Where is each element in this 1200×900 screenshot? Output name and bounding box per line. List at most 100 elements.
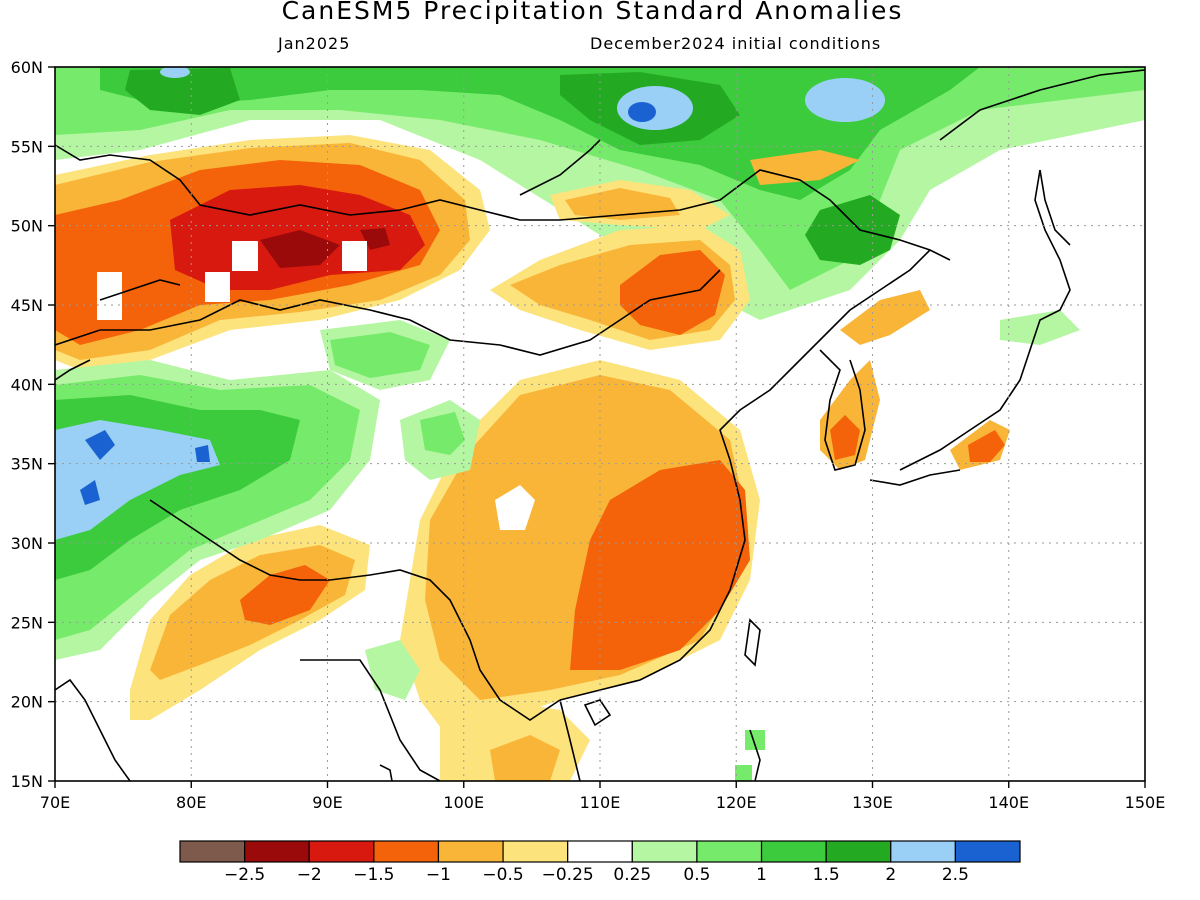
chart-title: CanESM5 Precipitation Standard Anomalies (281, 0, 904, 25)
colorbar-swatch (567, 840, 633, 863)
colorbar-swatch (631, 840, 698, 863)
wet-japan-north (1000, 310, 1080, 345)
y-tick-label: 40N (11, 375, 43, 394)
wet-central-green (330, 332, 430, 378)
colorbar-swatch (696, 840, 763, 863)
green-core-manchuria (805, 195, 900, 265)
x-tick-label: 130E (852, 793, 893, 812)
border-kazakh-china (55, 269, 721, 356)
green-core-northwest (125, 68, 240, 115)
wet-hole-sichuan (495, 485, 535, 530)
colorbar-swatch (890, 840, 956, 863)
dry-southeast-orange (490, 735, 560, 781)
coast-japan (899, 169, 1071, 471)
x-tick-label: 80E (176, 793, 206, 812)
coast-philippines (749, 729, 761, 781)
x-tick-label: 120E (716, 793, 757, 812)
coast-india-west (55, 678, 131, 781)
dry-japan-deep (968, 430, 1005, 462)
y-tick-label: 15N (11, 772, 43, 791)
y-tick-label: 50N (11, 217, 43, 236)
y-tick-label: 35N (11, 455, 43, 474)
colorbar-swatch (244, 840, 310, 863)
missing-box-3 (205, 272, 230, 302)
blue-blob-1 (617, 86, 693, 130)
x-tick-label: 140E (988, 793, 1029, 812)
colorbar-label: 1.5 (813, 865, 840, 885)
colorbar-label: −1 (426, 865, 451, 885)
colorbar-swatch (954, 840, 1021, 863)
blue-blob-2 (805, 78, 885, 122)
coastline-borders (55, 69, 1145, 781)
colorbar-swatch (373, 840, 440, 863)
colorbar-label: −1.5 (353, 865, 394, 885)
y-tick-label: 60N (11, 58, 43, 77)
colorbar-label: −0.5 (482, 865, 523, 885)
y-tick-label: 25N (11, 613, 43, 632)
colorbar-swatch (437, 840, 504, 863)
wet-taiwan (745, 730, 765, 750)
dry-korea-north (840, 290, 930, 345)
wet-tarim-green (420, 412, 465, 455)
colorbar-label: −2.5 (224, 865, 265, 885)
y-tick-label: 20N (11, 693, 43, 712)
coast-southeast-asia (559, 699, 581, 781)
colorbar-swatch (825, 840, 892, 863)
colorbar-swatch (502, 840, 569, 863)
missing-box-4 (342, 241, 367, 271)
colorbar-label: 0.25 (613, 865, 651, 885)
wet-philippines (735, 765, 752, 781)
dry-china-deep (570, 460, 750, 670)
colorbar-label: 2 (885, 865, 896, 885)
colorbar-label: −0.25 (542, 865, 594, 885)
lake-baikal (519, 139, 601, 196)
colorbar-labels: −2.5 −2 −1.5 −1 −0.5 −0.25 0.25 0.5 1 1.5 2 2.5 (224, 865, 969, 885)
coast-russia-far-east (939, 69, 1145, 141)
dry-nw-orange (750, 150, 860, 185)
x-tick-label: 150E (1125, 793, 1166, 812)
dry-korea-deep (830, 415, 860, 460)
colorbar-swatch (308, 840, 375, 863)
coast-sri-lanka (379, 764, 393, 781)
border-himalaya (149, 499, 561, 721)
blue-blob-3 (160, 67, 190, 78)
wet-west-core-3 (195, 445, 210, 462)
dry-belt-dark (260, 230, 340, 268)
wet-west-core-1 (85, 430, 115, 460)
y-tick-label: 45N (11, 296, 43, 315)
coast-japan-south (869, 469, 961, 486)
x-axis-ticks: 70E 80E 90E 100E 110E 120E 130E 140E 150E (40, 781, 1166, 812)
coast-china-east (559, 249, 931, 701)
coast-korea (819, 349, 866, 471)
colorbar-label: 2.5 (942, 865, 969, 885)
lake-balkhash (99, 279, 181, 301)
coast-west (55, 359, 91, 381)
border-china-mongolia-russia (55, 144, 951, 261)
y-tick-label: 30N (11, 534, 43, 553)
map-grid (55, 67, 1145, 781)
colorbar (179, 840, 1021, 863)
coast-taiwan (744, 618, 761, 667)
wet-west-core-2 (80, 480, 100, 505)
x-tick-label: 70E (40, 793, 70, 812)
forecast-month: Jan2025 (278, 34, 351, 53)
blue-core-1 (628, 102, 656, 122)
dry-mongolia-deep (620, 250, 725, 335)
missing-box-2 (232, 241, 258, 271)
dry-belt-dark-2 (360, 228, 390, 250)
colorbar-label: 1 (756, 865, 767, 885)
wet-burma (365, 640, 420, 700)
colorbar-swatch (179, 840, 246, 863)
y-axis-ticks: 15N 20N 25N 30N 35N 40N 45N 50N 55N 60N (11, 58, 55, 791)
x-tick-label: 110E (580, 793, 621, 812)
initial-conditions-label: December2024 initial conditions (590, 34, 882, 53)
colorbar-swatch (760, 840, 827, 863)
colorbar-label: 0.5 (683, 865, 710, 885)
colorbar-label: −2 (297, 865, 322, 885)
y-tick-label: 55N (11, 137, 43, 156)
x-tick-label: 100E (443, 793, 484, 812)
x-tick-label: 90E (312, 793, 342, 812)
coast-sakhalin (1039, 169, 1071, 246)
coast-india-east (300, 659, 441, 781)
